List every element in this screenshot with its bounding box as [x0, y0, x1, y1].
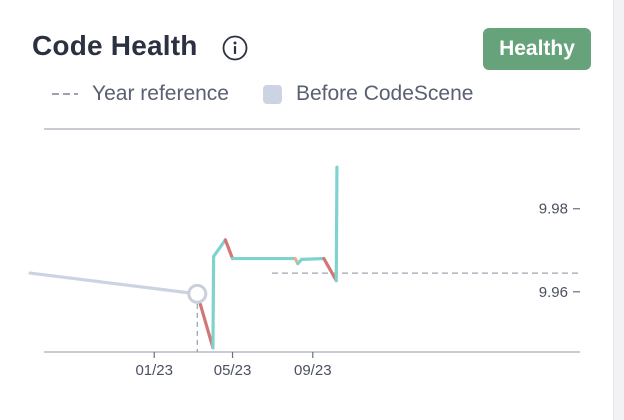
start-marker-point [187, 283, 208, 304]
y-tick-label: 9.98 [539, 201, 568, 218]
code-health-segment [300, 256, 326, 261]
x-tick-label: 09/23 [294, 362, 332, 379]
code-health-segment [322, 256, 338, 283]
legend-year-reference: Year reference [92, 82, 229, 105]
x-tick-label: 01/23 [135, 362, 173, 379]
code-health-segment [334, 165, 339, 283]
card-title: Code Health [32, 30, 198, 61]
legend-before-codescene: Before CodeScene [295, 82, 474, 105]
before-codescene-swatch-icon [262, 84, 282, 104]
x-tick-label: 05/23 [214, 362, 252, 379]
year-reference-dash-icon [52, 93, 78, 95]
chart-legend: Year reference Before CodeScene [52, 82, 473, 106]
code-health-segment [211, 254, 216, 350]
status-badge: Healthy [483, 28, 591, 70]
y-tick-label: 9.96 [539, 284, 568, 301]
code-health-segment [212, 238, 227, 259]
before-codescene-line [28, 271, 199, 296]
info-circle-icon[interactable] [222, 35, 248, 61]
code-health-segment [223, 238, 235, 261]
